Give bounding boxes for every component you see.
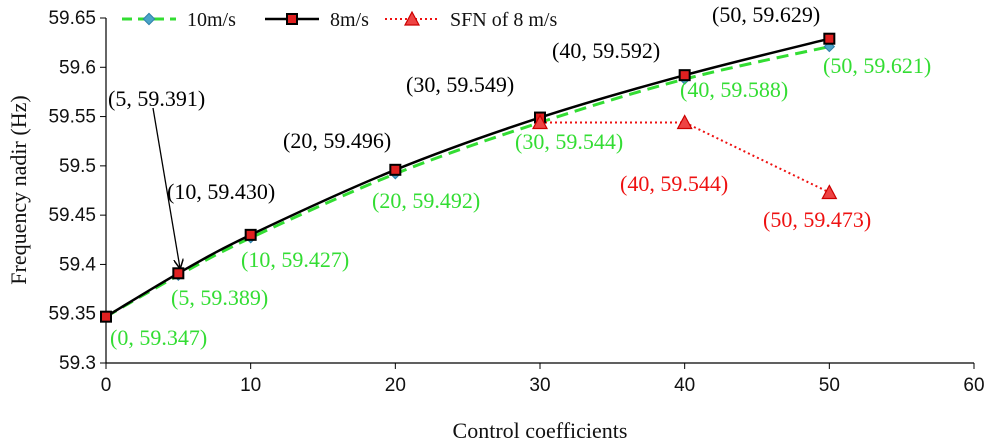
y-axis-title: Frequency nadir (Hz): [6, 95, 31, 284]
annotation-label: (10, 59.430): [167, 179, 275, 204]
y-tick-label: 59.35: [48, 304, 96, 325]
data-point-sfn-of-8-m-s: [821, 184, 838, 200]
y-tick-label: 59.45: [48, 205, 96, 226]
annotation-label: (20, 59.492): [372, 188, 480, 213]
x-tick-label: 30: [529, 375, 550, 396]
legend-label-8ms: 8m/s: [330, 9, 369, 31]
data-point-8m-s: [244, 228, 257, 241]
data-point-8m-s: [678, 69, 691, 82]
annotation-label: (40, 59.588): [680, 77, 788, 102]
x-tick-label: 50: [819, 375, 840, 396]
x-tick-label: 0: [101, 375, 112, 396]
annotation-label: (20, 59.496): [283, 128, 391, 153]
annotation-label: (5, 59.389): [171, 285, 268, 310]
data-point-8m-s: [100, 310, 112, 323]
annotation-label: (0, 59.347): [110, 325, 207, 350]
y-tick-label: 59.5: [59, 156, 96, 177]
data-point-8m-s: [172, 267, 185, 280]
legend: 10m/s 8m/s SFN of 8 m/s: [122, 9, 557, 31]
data-point-8m-s: [823, 32, 836, 45]
data-point-8m-s: [389, 163, 402, 176]
data-point-sfn-of-8-m-s: [676, 114, 693, 130]
x-tick-label: 20: [385, 375, 406, 396]
legend-marker-8ms: [286, 13, 298, 25]
legend-label-10ms: 10m/s: [187, 9, 236, 31]
legend-label-sfn: SFN of 8 m/s: [450, 9, 557, 31]
annotation-label: (40, 59.592): [552, 38, 660, 63]
y-tick-label: 59.55: [48, 107, 96, 128]
annotation-arrow: [152, 107, 180, 268]
y-tick-label: 59.65: [48, 8, 96, 29]
x-tick-label: 60: [963, 375, 984, 396]
annotation-label: (50, 59.629): [712, 2, 820, 27]
annotation-label: (40, 59.544): [620, 171, 728, 196]
y-tick-label: 59.4: [59, 254, 96, 275]
annotation-label: (50, 59.621): [823, 53, 931, 78]
legend-marker-sfn: [403, 10, 421, 26]
annotation-label: (5, 59.391): [108, 86, 205, 111]
y-tick-label: 59.3: [59, 353, 96, 374]
annotation-label: (30, 59.544): [515, 129, 623, 154]
annotation-label: (50, 59.473): [763, 207, 871, 232]
legend-marker-10ms: [142, 12, 156, 26]
x-tick-label: 40: [674, 375, 695, 396]
y-tick-label: 59.6: [59, 57, 96, 78]
x-tick-label: 10: [240, 375, 261, 396]
annotation-label: (30, 59.549): [406, 72, 514, 97]
data-point-sfn-of-8-m-s: [531, 114, 549, 130]
x-axis-title: Control coefficients: [453, 418, 628, 443]
annotation-label: (10, 59.427): [241, 247, 349, 272]
series-line-sfn-of-8-m-s: [540, 121, 830, 194]
